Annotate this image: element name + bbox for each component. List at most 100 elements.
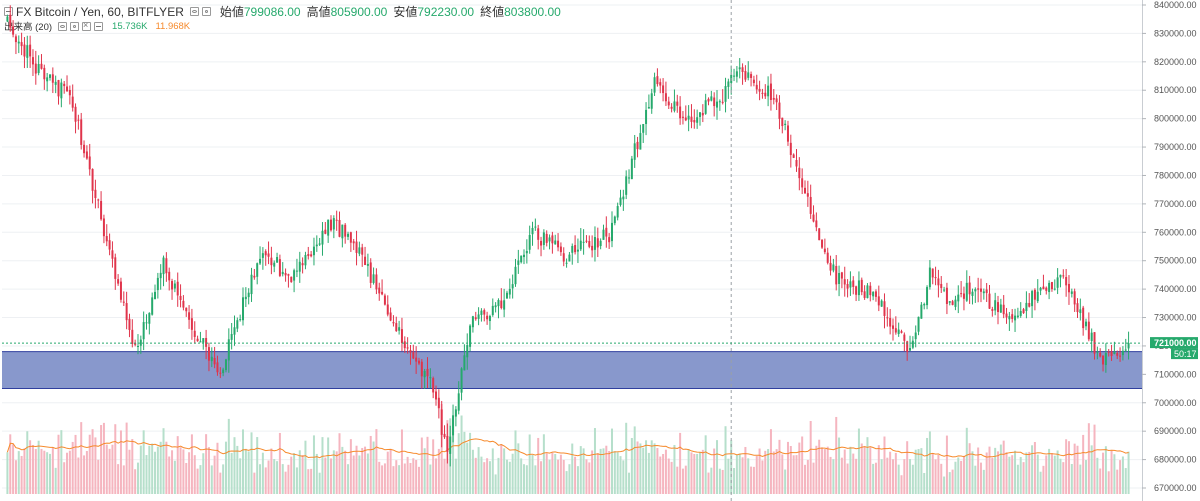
candle <box>278 254 281 278</box>
candle <box>443 425 446 439</box>
candle <box>23 37 26 69</box>
candle-body <box>1107 351 1110 353</box>
volume-bar <box>125 422 128 494</box>
candle <box>355 230 358 266</box>
support-zone-rect[interactable] <box>2 351 1142 389</box>
candle-body <box>775 98 778 103</box>
volume-bar <box>1028 451 1031 494</box>
volume-bar <box>852 453 855 494</box>
candle <box>965 270 968 302</box>
volume-bar <box>1067 441 1070 494</box>
collapse-icon[interactable] <box>4 7 13 16</box>
candle-body <box>480 310 483 315</box>
candle-body <box>366 263 369 266</box>
candle <box>900 329 903 334</box>
candle <box>701 104 704 123</box>
volume-bar <box>653 443 656 494</box>
volume-bar <box>860 443 863 494</box>
candle-body <box>883 301 886 316</box>
volume-bar <box>483 462 486 494</box>
volume-bar <box>701 449 704 494</box>
candle <box>20 32 23 56</box>
candle <box>843 266 846 297</box>
volume-remove-icon[interactable] <box>82 20 92 31</box>
candle <box>40 54 43 70</box>
candle-body <box>891 325 894 329</box>
volume-bar <box>310 468 313 494</box>
volume-bar <box>474 457 477 494</box>
candle <box>960 281 963 298</box>
candle <box>676 94 679 113</box>
volume-bar <box>287 464 290 494</box>
candle <box>1102 355 1105 372</box>
volume-bar <box>168 456 171 494</box>
volume-label: 出来高 (20) <box>4 22 53 33</box>
volume-bar <box>202 453 205 494</box>
candle-body <box>114 257 117 279</box>
volume-bar <box>775 449 778 494</box>
volume-bar <box>398 465 401 494</box>
candle-body <box>957 294 960 302</box>
volume-bar <box>1113 454 1116 494</box>
candle-body <box>1087 321 1090 340</box>
candle-body <box>307 254 310 257</box>
candle-body <box>117 279 120 284</box>
volume-bar <box>40 448 43 494</box>
candle-body <box>593 236 596 250</box>
support-zone[interactable] <box>2 351 1142 390</box>
volume-bar <box>761 460 764 494</box>
axis-tick-label: 840000.00 <box>1154 0 1197 10</box>
candle <box>256 262 259 285</box>
candle-body <box>1070 291 1073 294</box>
volume-bar <box>795 455 798 494</box>
candle-body <box>432 378 435 393</box>
candle <box>591 235 594 258</box>
volume-bar <box>846 463 849 494</box>
candle <box>37 55 40 76</box>
candle-body <box>477 314 480 319</box>
volume-bar <box>821 447 824 494</box>
candle-body <box>14 36 17 43</box>
candle <box>136 334 139 355</box>
volume-bar <box>23 448 26 494</box>
candle-body <box>849 281 852 288</box>
candle <box>349 231 352 252</box>
candle <box>71 84 74 112</box>
settings-icon[interactable] <box>201 7 211 16</box>
candle-body <box>874 291 877 297</box>
candle-body <box>168 271 171 281</box>
volume-bar <box>91 429 94 494</box>
candle-body <box>838 273 841 284</box>
volume-settings-icon[interactable] <box>70 21 80 31</box>
volume-bar <box>372 441 375 494</box>
volume-bar <box>826 446 829 494</box>
candle-body <box>165 258 168 274</box>
volume-bar <box>1059 458 1062 494</box>
candle <box>525 239 528 264</box>
volume-visibility-icon[interactable] <box>58 21 68 31</box>
volume-bar <box>278 432 281 494</box>
candle-body <box>804 187 807 194</box>
candle <box>934 266 937 286</box>
candle-body <box>94 189 97 199</box>
volume-more-icon[interactable] <box>94 21 104 31</box>
candle <box>798 157 801 191</box>
visibility-icon[interactable] <box>189 7 199 16</box>
volume-bar <box>500 444 503 494</box>
candle <box>503 288 506 318</box>
candle <box>1113 341 1116 355</box>
candle-body <box>747 72 750 78</box>
price-axis[interactable]: 840000.00 830000.00 820000.00 810000.00 8000… <box>1142 0 1200 501</box>
volume-bar <box>650 440 653 494</box>
candle-body <box>100 201 103 220</box>
candle <box>293 268 296 293</box>
volume-bar <box>114 424 117 494</box>
candle <box>815 212 818 232</box>
candle-body <box>17 41 20 44</box>
axis-tick-label: 760000.00 <box>1154 227 1197 237</box>
candle <box>457 381 460 415</box>
volume-bar <box>1039 471 1042 494</box>
candle-body <box>12 26 15 35</box>
candle <box>14 34 17 55</box>
